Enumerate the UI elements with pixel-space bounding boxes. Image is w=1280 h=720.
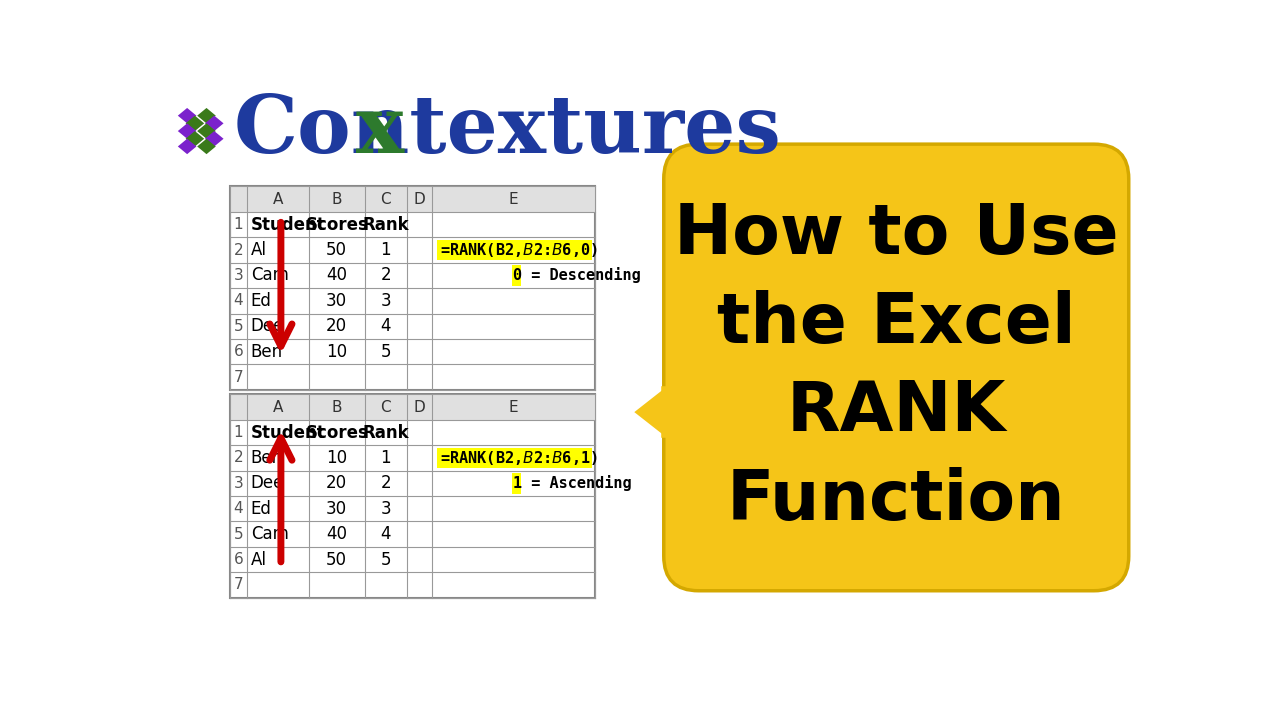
Polygon shape — [178, 123, 196, 139]
Polygon shape — [197, 123, 216, 139]
Text: 5: 5 — [380, 343, 392, 361]
Polygon shape — [178, 139, 196, 154]
FancyBboxPatch shape — [229, 186, 595, 212]
Text: Ed: Ed — [251, 292, 271, 310]
Text: x: x — [356, 92, 404, 170]
Text: 6: 6 — [233, 552, 243, 567]
FancyBboxPatch shape — [436, 448, 591, 468]
Text: 5: 5 — [233, 526, 243, 541]
Text: 50: 50 — [326, 241, 347, 259]
Text: 2: 2 — [380, 474, 392, 492]
Text: 5: 5 — [380, 551, 392, 569]
Text: Rank: Rank — [362, 423, 410, 441]
Text: A: A — [273, 192, 283, 207]
Text: =RANK(B2,$B$2:$B$6,1): =RANK(B2,$B$2:$B$6,1) — [440, 449, 598, 467]
Polygon shape — [197, 108, 216, 123]
Text: 50: 50 — [326, 551, 347, 569]
Text: 7: 7 — [233, 577, 243, 593]
Text: Contextures: Contextures — [234, 92, 781, 170]
Text: 4: 4 — [380, 525, 392, 543]
Text: Student: Student — [251, 215, 325, 233]
Text: 2: 2 — [233, 451, 243, 465]
Text: 10: 10 — [326, 449, 347, 467]
Text: 1 = Ascending: 1 = Ascending — [513, 475, 632, 491]
Text: Function: Function — [727, 467, 1065, 534]
FancyBboxPatch shape — [229, 395, 595, 598]
Text: Al: Al — [251, 551, 266, 569]
Text: 1: 1 — [380, 241, 392, 259]
Text: 0 = Descending: 0 = Descending — [513, 267, 641, 284]
Text: 3: 3 — [380, 292, 392, 310]
Text: Rank: Rank — [362, 215, 410, 233]
Text: Ben: Ben — [251, 449, 283, 467]
Text: 2: 2 — [233, 243, 243, 258]
Text: Cam: Cam — [251, 525, 288, 543]
FancyBboxPatch shape — [229, 186, 595, 390]
Text: E: E — [508, 400, 518, 415]
Text: 4: 4 — [380, 318, 392, 336]
Text: the Excel: the Excel — [717, 289, 1075, 356]
Text: B: B — [332, 192, 342, 207]
Text: 7: 7 — [233, 369, 243, 384]
FancyBboxPatch shape — [664, 144, 1129, 590]
Text: 20: 20 — [326, 474, 347, 492]
Text: RANK: RANK — [787, 378, 1006, 445]
Text: 1: 1 — [233, 425, 243, 440]
Text: Student: Student — [251, 423, 325, 441]
Text: A: A — [273, 400, 283, 415]
Text: D: D — [413, 192, 425, 207]
Polygon shape — [197, 139, 216, 154]
Text: =RANK(B2,$B$2:$B$6,0): =RANK(B2,$B$2:$B$6,0) — [440, 241, 598, 259]
Text: B: B — [332, 400, 342, 415]
FancyBboxPatch shape — [436, 240, 591, 261]
Text: 1: 1 — [380, 449, 392, 467]
Text: 40: 40 — [326, 266, 347, 284]
Polygon shape — [186, 116, 205, 131]
Text: 6: 6 — [233, 344, 243, 359]
Text: 4: 4 — [233, 293, 243, 308]
Text: 20: 20 — [326, 318, 347, 336]
Text: 30: 30 — [326, 292, 347, 310]
FancyBboxPatch shape — [512, 473, 521, 494]
Text: C: C — [380, 192, 392, 207]
Text: 3: 3 — [233, 476, 243, 491]
Polygon shape — [205, 131, 224, 146]
Text: Dee: Dee — [251, 474, 284, 492]
Text: 30: 30 — [326, 500, 347, 518]
Text: 10: 10 — [326, 343, 347, 361]
Text: 40: 40 — [326, 525, 347, 543]
Polygon shape — [186, 131, 205, 146]
Text: 1: 1 — [233, 217, 243, 232]
Polygon shape — [205, 116, 224, 131]
Text: 3: 3 — [233, 268, 243, 283]
Text: Ed: Ed — [251, 500, 271, 518]
Text: C: C — [380, 400, 392, 415]
Text: E: E — [508, 192, 518, 207]
FancyBboxPatch shape — [229, 395, 595, 420]
Text: Ben: Ben — [251, 343, 283, 361]
Text: 5: 5 — [233, 319, 243, 334]
FancyBboxPatch shape — [512, 265, 521, 286]
Text: Scores: Scores — [305, 215, 369, 233]
Polygon shape — [635, 389, 664, 435]
Text: Dee: Dee — [251, 318, 284, 336]
Text: 4: 4 — [233, 501, 243, 516]
Text: Al: Al — [251, 241, 266, 259]
Text: 3: 3 — [380, 500, 392, 518]
Text: D: D — [413, 400, 425, 415]
Polygon shape — [178, 108, 196, 123]
Text: How to Use: How to Use — [675, 201, 1119, 268]
Text: Scores: Scores — [305, 423, 369, 441]
Text: Cam: Cam — [251, 266, 288, 284]
Text: 2: 2 — [380, 266, 392, 284]
